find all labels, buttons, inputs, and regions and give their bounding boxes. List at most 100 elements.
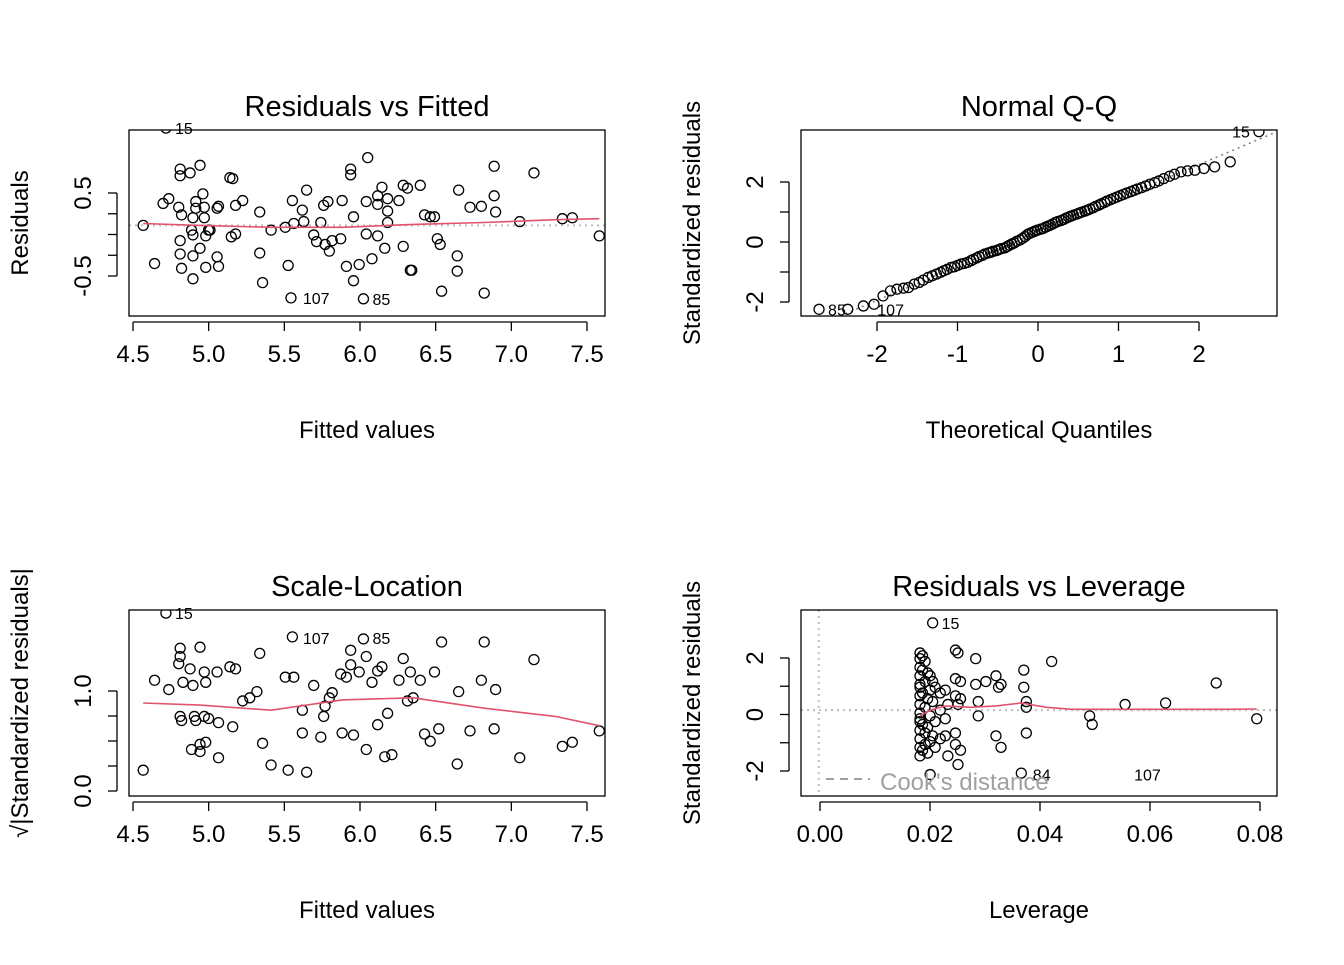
data-point bbox=[360, 650, 372, 663]
data-point bbox=[1189, 164, 1201, 176]
data-point bbox=[1198, 162, 1210, 175]
data-point bbox=[163, 683, 175, 696]
data-point bbox=[514, 752, 526, 764]
data-point bbox=[424, 735, 436, 747]
qq-plot-area bbox=[813, 130, 1277, 316]
data-point bbox=[148, 257, 161, 270]
data-point bbox=[229, 228, 242, 240]
data-point bbox=[927, 730, 939, 742]
data-point bbox=[357, 293, 370, 305]
data-point bbox=[566, 212, 578, 224]
data-point bbox=[160, 610, 172, 619]
data-point bbox=[1168, 168, 1181, 180]
data-point bbox=[478, 287, 490, 299]
qq-panel: 15 85 107 -2 -1 0 1 2 -2 0 2 Normal Q-Q Theoretical … bbox=[679, 91, 1278, 444]
data-point bbox=[488, 723, 500, 735]
data-point bbox=[464, 201, 476, 213]
data-point bbox=[254, 206, 266, 218]
x-tick-label: 7.5 bbox=[570, 341, 603, 368]
data-point bbox=[184, 167, 196, 179]
data-point bbox=[857, 300, 870, 312]
data-point bbox=[190, 202, 202, 214]
data-point bbox=[296, 727, 308, 739]
data-point bbox=[1175, 166, 1187, 178]
data-point bbox=[198, 212, 210, 224]
data-point bbox=[296, 204, 308, 216]
scaleloc-x-axis-label: Fitted values bbox=[299, 897, 435, 924]
data-point bbox=[431, 233, 443, 245]
point-label: 107 bbox=[877, 302, 904, 319]
data-point bbox=[908, 278, 920, 290]
data-point bbox=[194, 159, 206, 171]
resfit-plot-area bbox=[129, 130, 605, 305]
data-point bbox=[194, 641, 206, 653]
data-point bbox=[919, 727, 931, 739]
data-point bbox=[1046, 655, 1058, 668]
data-point bbox=[528, 167, 540, 179]
data-point bbox=[929, 715, 941, 728]
data-point bbox=[173, 658, 185, 670]
x-tick-label: 7.5 bbox=[570, 821, 603, 848]
data-point bbox=[256, 737, 269, 749]
data-point bbox=[340, 671, 353, 683]
y-tick-label: -2 bbox=[742, 760, 769, 781]
data-point bbox=[556, 740, 569, 753]
data-point bbox=[914, 690, 926, 702]
data-point bbox=[174, 170, 186, 182]
y-tick-label: 0.0 bbox=[70, 774, 97, 807]
qq-y-axis-label: Standardized residuals bbox=[679, 101, 706, 345]
data-point bbox=[345, 163, 357, 175]
data-point bbox=[954, 693, 967, 705]
data-point bbox=[916, 650, 929, 662]
point-label: 15 bbox=[942, 616, 960, 633]
data-point bbox=[489, 683, 502, 696]
x-tick-label: 2 bbox=[1192, 341, 1205, 368]
qq-title: Normal Q-Q bbox=[961, 91, 1117, 123]
data-point bbox=[593, 725, 605, 737]
data-point bbox=[451, 265, 463, 277]
data-point bbox=[379, 242, 391, 254]
data-point bbox=[300, 766, 313, 778]
data-point bbox=[842, 303, 854, 315]
data-point bbox=[1210, 677, 1222, 689]
data-point bbox=[200, 261, 212, 274]
data-point bbox=[1008, 237, 1021, 249]
data-point bbox=[282, 764, 294, 776]
y-tick-label: 0 bbox=[742, 235, 769, 248]
data-point bbox=[1020, 701, 1032, 713]
data-point bbox=[435, 285, 448, 297]
resfit-x-axis-label: Fitted values bbox=[299, 417, 435, 444]
data-point bbox=[475, 674, 488, 686]
data-point bbox=[1159, 697, 1172, 709]
data-point bbox=[244, 692, 256, 704]
qq-x-axis-label: Theoretical Quantiles bbox=[926, 417, 1153, 444]
data-point bbox=[488, 190, 500, 202]
point-label: 107 bbox=[303, 291, 330, 308]
smoother-line bbox=[143, 217, 600, 229]
y-tick-label: 0 bbox=[742, 708, 769, 721]
x-tick-label: -1 bbox=[947, 341, 968, 368]
data-point bbox=[1251, 713, 1263, 725]
x-tick-label: 4.5 bbox=[116, 341, 149, 368]
y-tick-label: 0.5 bbox=[70, 176, 97, 209]
data-point bbox=[286, 631, 299, 643]
data-point bbox=[200, 676, 212, 688]
point-label: 107 bbox=[1134, 768, 1161, 785]
data-point bbox=[366, 253, 378, 265]
data-point bbox=[952, 647, 964, 659]
data-point bbox=[174, 642, 186, 654]
data-point bbox=[970, 678, 982, 691]
data-point bbox=[137, 219, 149, 232]
smoother-line bbox=[143, 696, 600, 727]
y-tick-label: -2 bbox=[742, 291, 769, 312]
data-point bbox=[211, 666, 223, 678]
data-point bbox=[227, 721, 239, 733]
data-point bbox=[914, 715, 926, 728]
data-point bbox=[200, 736, 212, 748]
data-point bbox=[921, 667, 934, 679]
data-point bbox=[212, 200, 225, 212]
data-point bbox=[345, 169, 357, 181]
data-point bbox=[256, 276, 269, 289]
data-point bbox=[990, 670, 1002, 682]
